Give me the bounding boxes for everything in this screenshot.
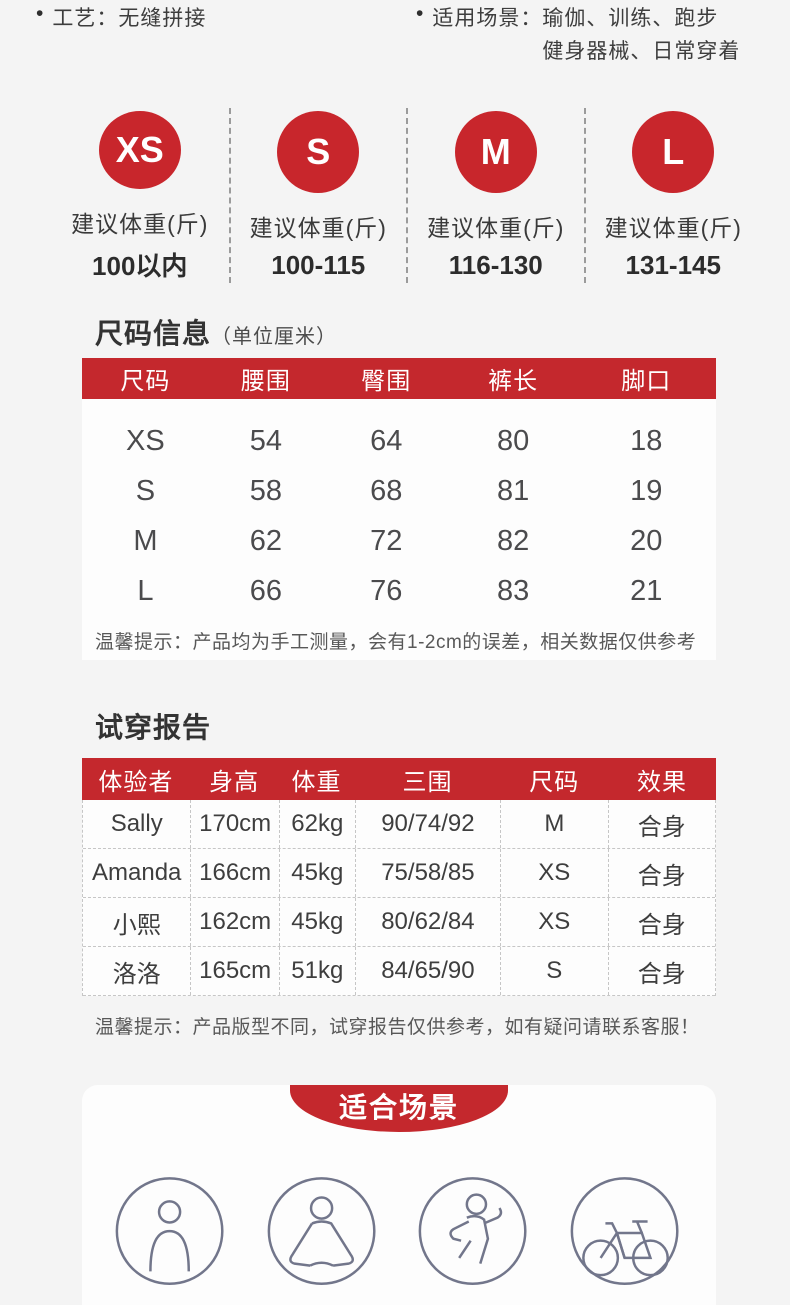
person-yoga-icon (266, 1163, 381, 1303)
feature-scene: • 适用场景：瑜伽、训练、跑步 健身器械、日常穿着 (416, 2, 740, 68)
table-row: L 66 76 83 21 (137, 574, 663, 607)
col-tester: 体验者 (98, 768, 174, 796)
col-hip: 臀围 (361, 368, 412, 395)
weight-range: 131-145 (625, 250, 721, 280)
feature-craft: • 工艺：无缝拼接 (36, 2, 206, 32)
scenes-banner-label: 适合场景 (338, 1091, 459, 1123)
table-row: Amanda 166cm 45kg 75/58/85 XS 合身 (83, 849, 715, 898)
weight-range: 100以内 (92, 251, 188, 281)
bicycle-icon (569, 1163, 684, 1303)
table-row: 洛洛 165cm 51kg 84/65/90 S 合身 (83, 947, 715, 996)
feature-craft-text: 工艺：无缝拼接 (52, 7, 207, 30)
weight-label: 建议体重(斤) (427, 215, 565, 241)
table-row: Sally 170cm 62kg 90/74/92 M 合身 (83, 800, 715, 849)
col-height: 身高 (209, 768, 260, 796)
feature-scene-line2: 健身器械、日常穿着 (542, 40, 741, 63)
col-waist: 腰围 (240, 368, 291, 395)
bullet-dot: • (36, 2, 45, 25)
fit-report-note: 温馨提示：产品版型不同，试穿报告仅供参考，如有疑问请联系客服！ (95, 1017, 700, 1038)
table-row: 小熙 162cm 45kg 80/62/84 XS 合身 (83, 898, 715, 947)
size-badge-xs: XS 建议体重(斤) 100以内 (51, 108, 229, 283)
size-circle-s: S (277, 111, 360, 193)
size-circle-l: L (632, 111, 715, 193)
col-legopening: 脚口 (621, 368, 672, 395)
size-circle-m: M (454, 111, 537, 193)
size-badges: XS 建议体重(斤) 100以内 S 建议体重(斤) 100-115 M 建议体… (51, 108, 761, 283)
weight-label: 建议体重(斤) (71, 211, 209, 237)
fit-report-header: 体验者 身高 体重 三围 尺码 效果 (82, 758, 716, 800)
size-badge-s: S 建议体重(斤) 100-115 (228, 108, 407, 283)
size-table-note: 温馨提示：产品均为手工测量，会有1-2cm的误差，相关数据仅供参考 (95, 632, 697, 653)
weight-label: 建议体重(斤) (249, 215, 387, 241)
size-badge-m: M 建议体重(斤) 116-130 (406, 108, 584, 283)
col-weight: 体重 (291, 768, 342, 796)
person-standing-icon (114, 1163, 229, 1303)
bullet-dot: • (416, 2, 425, 25)
size-badge-l: L 建议体重(斤) 131-145 (583, 108, 762, 283)
size-circle-xs: XS (98, 111, 181, 189)
size-table-header: 尺码 腰围 臀围 裤长 脚口 (82, 358, 716, 399)
fit-report-table: 体验者 身高 体重 三围 尺码 效果 Sally 170cm 62kg 90/7… (82, 758, 716, 996)
fit-report-title: 试穿报告 (95, 712, 212, 743)
feature-scene-line1: 适用场景：瑜伽、训练、跑步 (432, 7, 719, 30)
table-row: S 58 68 81 19 (135, 474, 663, 507)
size-info-unit: （单位厘米） (211, 326, 338, 348)
scenes-banner: 适合场景 (290, 1085, 508, 1132)
weight-label: 建议体重(斤) (604, 215, 742, 241)
size-table: 尺码 腰围 臀围 裤长 脚口 XS 54 64 80 18 S 58 68 81… (82, 358, 716, 660)
scene-icons-row (96, 1163, 702, 1303)
weight-range: 116-130 (448, 250, 543, 280)
col-size: 尺码 (120, 368, 171, 395)
scenes-card: 适合场景 (82, 1085, 716, 1305)
person-running-icon (417, 1163, 532, 1303)
size-info-title: 尺码信息（单位厘米） (95, 318, 338, 349)
col-size: 尺码 (529, 768, 580, 796)
col-measurements: 三围 (402, 768, 453, 796)
table-row: M 62 72 82 20 (133, 524, 663, 557)
col-length: 裤长 (488, 368, 539, 395)
col-effect: 效果 (637, 768, 688, 796)
table-row: XS 54 64 80 18 (126, 424, 663, 457)
weight-range: 100-115 (271, 250, 366, 280)
